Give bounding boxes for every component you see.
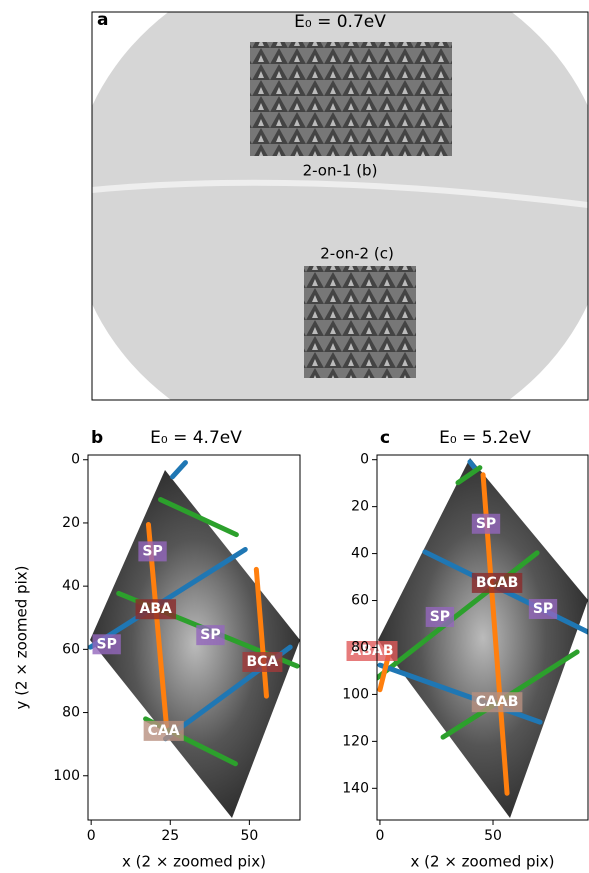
region-label: SP: [430, 609, 450, 625]
axes-frame: [87, 454, 301, 821]
y-tick-label: 140: [342, 780, 369, 796]
region-label: ABAB: [351, 643, 394, 659]
label-box: [528, 598, 558, 619]
inset-label: 2-on-1 (b): [303, 162, 378, 180]
region-label: CAA: [148, 723, 180, 739]
x-tick-label: 0: [87, 828, 96, 844]
region-label: BCA: [246, 654, 278, 670]
y-tick-label: 20: [62, 515, 80, 531]
region-label: SP: [533, 601, 553, 617]
panel-title: E₀ = 5.2eV: [439, 428, 531, 448]
data-line: [169, 460, 188, 480]
y-tick-label: 60: [351, 593, 369, 609]
x-axis-label: x (2 × zoomed pix): [122, 853, 266, 871]
region-label: ABA: [140, 601, 173, 617]
label-box: [471, 692, 523, 713]
label-box: [92, 634, 121, 655]
y-tick-label: 0: [71, 452, 80, 468]
region-label: CAAB: [476, 694, 519, 710]
label-box: [471, 513, 501, 534]
data-line: [88, 546, 248, 650]
y-tick-label: 0: [360, 452, 369, 468]
data-line: [377, 662, 543, 725]
y-axis-label: y (2 × zoomed pix): [13, 566, 31, 710]
panel-label: c: [380, 428, 390, 448]
label-box: [196, 625, 225, 646]
region-label: SP: [96, 636, 116, 652]
axes-frame: [376, 454, 589, 821]
y-tick-label: 100: [53, 768, 80, 784]
overview-image: [92, 12, 588, 400]
panel-title: E₀ = 4.7eV: [150, 428, 242, 448]
label-box: [471, 572, 523, 593]
x-tick-label: 25: [161, 828, 179, 844]
label-box: [242, 651, 283, 672]
panel-title: E₀ = 0.7eV: [294, 12, 386, 32]
region-label: SP: [476, 516, 496, 532]
inset-label: 2-on-2 (c): [320, 245, 394, 263]
x-tick-label: 50: [240, 828, 258, 844]
y-tick-label: 40: [351, 546, 369, 562]
data-line: [455, 465, 483, 486]
region-label: SP: [142, 543, 162, 559]
panel-frame: [91, 11, 589, 401]
label-box: [425, 606, 455, 627]
region-label: SP: [200, 627, 220, 643]
x-tick-label: 0: [375, 828, 384, 844]
label-box: [143, 720, 184, 741]
x-axis-label: x (2 × zoomed pix): [411, 853, 555, 871]
region-label: BCAB: [476, 575, 518, 591]
y-tick-label: 80: [62, 705, 80, 721]
x-tick-label: 50: [484, 828, 502, 844]
label-box: [346, 640, 398, 661]
zoomed-image: [378, 458, 588, 818]
y-tick-label: 80: [351, 639, 369, 655]
zoomed-image: [90, 470, 300, 818]
y-tick-label: 20: [351, 499, 369, 515]
panel-label: a: [97, 10, 108, 30]
panel-label: b: [91, 428, 103, 448]
label-box: [135, 599, 177, 620]
label-box: [138, 541, 167, 562]
y-tick-label: 120: [342, 733, 369, 749]
y-tick-label: 40: [62, 578, 80, 594]
data-line: [253, 566, 269, 699]
y-tick-label: 100: [342, 686, 369, 702]
data-line: [157, 497, 239, 538]
y-tick-label: 60: [62, 641, 80, 657]
